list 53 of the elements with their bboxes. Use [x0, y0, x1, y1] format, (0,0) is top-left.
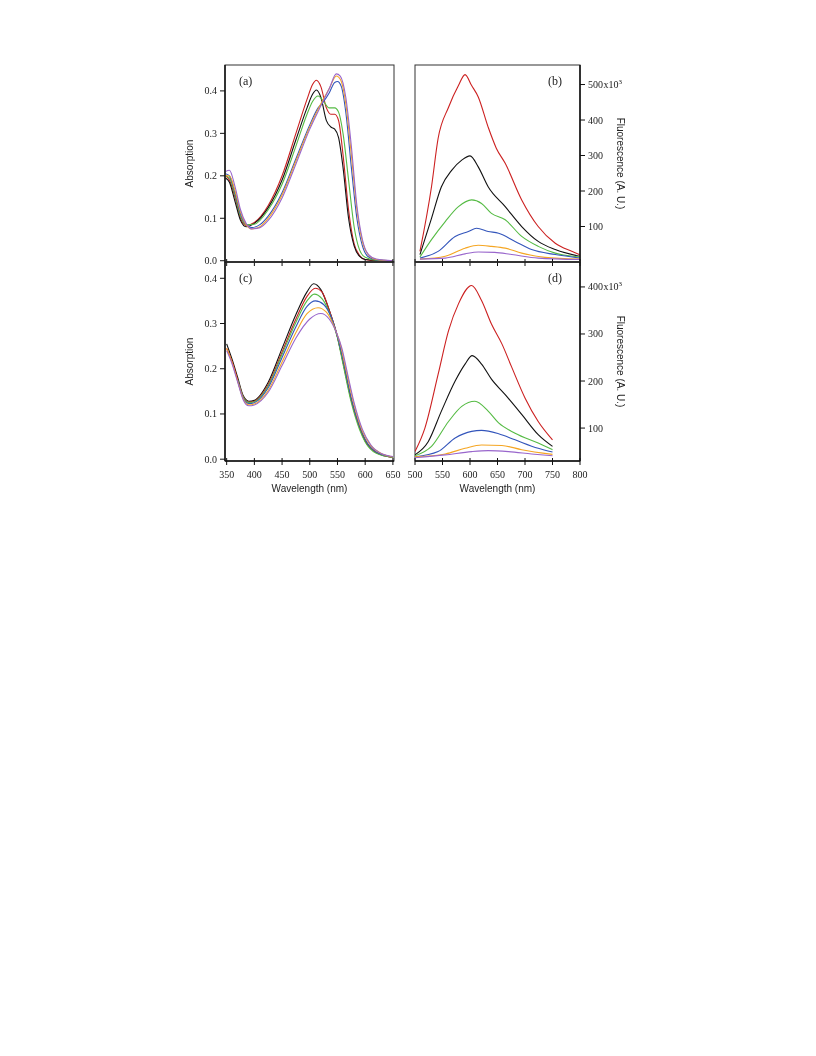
- x-tick-label: 750: [545, 469, 560, 480]
- x-axis-title: Wavelength (nm): [459, 483, 536, 494]
- annotation: (d): [548, 271, 562, 285]
- line-series: [419, 199, 580, 258]
- text: x10$^{3}$: [603, 78, 623, 91]
- x-tick-label: 350: [219, 469, 235, 480]
- x-tick-label: 550: [435, 469, 450, 480]
- y-tick-label: 0.1: [204, 408, 217, 420]
- y-tick-label: 500: [588, 79, 603, 91]
- line-series: [415, 444, 554, 458]
- y-axis-title: Absorption: [184, 139, 195, 188]
- y-tick-label: 0.2: [204, 170, 217, 182]
- annotation: (a): [239, 74, 253, 88]
- y-tick-label: 200: [588, 185, 603, 197]
- y-axis-title: Fluorescence (A. U.): [615, 117, 626, 210]
- line-series: [415, 355, 554, 456]
- y-tick-label: 200: [588, 375, 603, 387]
- x-tick-label: 400: [246, 469, 262, 480]
- y-tick-label: 300: [588, 150, 603, 162]
- x-tick-label: 500: [407, 469, 423, 480]
- x-tick-label: 650: [385, 469, 401, 480]
- line-series: [415, 450, 554, 459]
- line-series: [419, 251, 580, 261]
- x-tick-label: 450: [274, 469, 290, 480]
- annotation: (c): [239, 271, 253, 285]
- y-tick-label: 400: [588, 281, 603, 293]
- line-series: [415, 284, 554, 453]
- text: x10$^{3}$: [603, 280, 623, 293]
- y-axis-title: Absorption: [184, 337, 195, 386]
- y-tick-label: 300: [588, 328, 603, 340]
- y-tick-label: 0.4: [204, 272, 217, 284]
- y-axis-title: Fluorescence (A. U.): [615, 315, 626, 408]
- x-tick-label: 550: [329, 469, 345, 480]
- x-tick-label: 600: [462, 469, 478, 480]
- x-tick-label: 650: [490, 469, 505, 480]
- y-tick-label: 100: [588, 221, 603, 232]
- x-tick-label: 800: [572, 469, 588, 480]
- y-tick-label: 0.2: [204, 363, 217, 375]
- y-tick-label: 100: [588, 422, 603, 434]
- y-tick-label: 0.4: [204, 85, 217, 97]
- y-tick-label: 0.3: [204, 127, 217, 139]
- line-series: [415, 400, 554, 457]
- y-tick-label: 0.1: [204, 212, 217, 224]
- y-tick-label: 0.0: [204, 255, 217, 267]
- y-tick-label: 0.3: [204, 318, 217, 330]
- annotation: (b): [548, 74, 562, 88]
- x-tick-label: 700: [517, 469, 533, 480]
- x-tick-label: 600: [357, 469, 373, 480]
- y-tick-label: 400: [588, 114, 603, 126]
- y-tick-label: 0.0: [204, 453, 217, 465]
- x-tick-label: 500: [302, 469, 318, 480]
- x-axis-title: Wavelength (nm): [271, 483, 348, 494]
- line-series: [419, 227, 580, 259]
